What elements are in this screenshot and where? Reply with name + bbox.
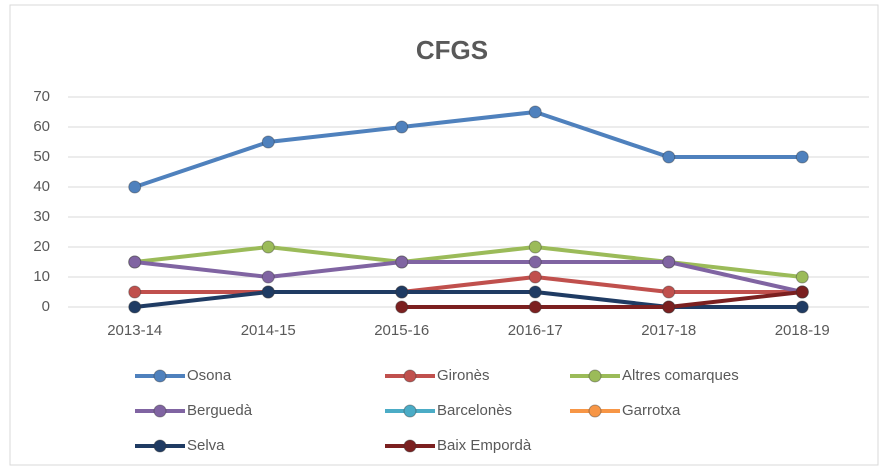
point bbox=[662, 285, 676, 299]
point bbox=[395, 255, 409, 269]
x-tick-label: 2016-17 bbox=[508, 322, 563, 339]
point bbox=[128, 255, 142, 269]
x-tick-label: 2015-16 bbox=[374, 322, 429, 339]
x-tick-label: 2014-15 bbox=[241, 322, 296, 339]
point bbox=[795, 300, 809, 314]
series-line bbox=[134, 275, 803, 294]
point bbox=[128, 180, 142, 194]
point bbox=[528, 270, 542, 284]
legend-label: Garrotxa bbox=[622, 402, 681, 419]
point bbox=[261, 240, 275, 254]
legend-label: Osona bbox=[187, 367, 232, 384]
legend-label: Baix Empordà bbox=[437, 437, 532, 454]
point bbox=[528, 240, 542, 254]
legend-marker bbox=[153, 404, 167, 418]
x-tick-label: 2013-14 bbox=[107, 322, 162, 339]
legend-marker bbox=[588, 404, 602, 418]
legend-marker bbox=[403, 404, 417, 418]
y-tick-label: 10 bbox=[33, 268, 50, 285]
y-tick-label: 60 bbox=[33, 118, 50, 135]
y-tick-label: 50 bbox=[33, 148, 50, 165]
y-tick-label: 40 bbox=[33, 178, 50, 195]
legend-marker bbox=[153, 439, 167, 453]
legend-marker bbox=[153, 369, 167, 383]
legend-marker bbox=[588, 369, 602, 383]
chart-border bbox=[9, 4, 879, 466]
point bbox=[395, 285, 409, 299]
point bbox=[528, 255, 542, 269]
y-tick-label: 70 bbox=[33, 88, 50, 105]
point bbox=[528, 105, 542, 119]
legend-label: Berguedà bbox=[187, 402, 253, 419]
point bbox=[128, 300, 142, 314]
y-tick-label: 0 bbox=[42, 298, 50, 315]
point bbox=[795, 150, 809, 164]
point bbox=[662, 150, 676, 164]
point bbox=[795, 285, 809, 299]
point bbox=[395, 300, 409, 314]
series-line bbox=[401, 290, 803, 309]
legend-label: Selva bbox=[187, 437, 225, 454]
x-tick-label: 2017-18 bbox=[641, 322, 696, 339]
point bbox=[261, 285, 275, 299]
point bbox=[395, 120, 409, 134]
x-tick-label: 2018-19 bbox=[775, 322, 830, 339]
series-line bbox=[134, 260, 803, 294]
series-line bbox=[134, 290, 803, 309]
legend-label: Gironès bbox=[437, 367, 490, 384]
chart-title: CFGS bbox=[416, 35, 488, 65]
legend-marker bbox=[403, 439, 417, 453]
point bbox=[795, 270, 809, 284]
point bbox=[261, 135, 275, 149]
legend-marker bbox=[403, 369, 417, 383]
y-tick-label: 20 bbox=[33, 238, 50, 255]
point bbox=[261, 270, 275, 284]
legend-label: Barcelonès bbox=[437, 402, 512, 419]
point bbox=[662, 300, 676, 314]
point bbox=[662, 255, 676, 269]
series-line bbox=[134, 245, 803, 279]
point bbox=[528, 285, 542, 299]
legend-label: Altres comarques bbox=[622, 367, 739, 384]
series-line bbox=[134, 110, 803, 189]
y-tick-label: 30 bbox=[33, 208, 50, 225]
point bbox=[128, 285, 142, 299]
point bbox=[528, 300, 542, 314]
